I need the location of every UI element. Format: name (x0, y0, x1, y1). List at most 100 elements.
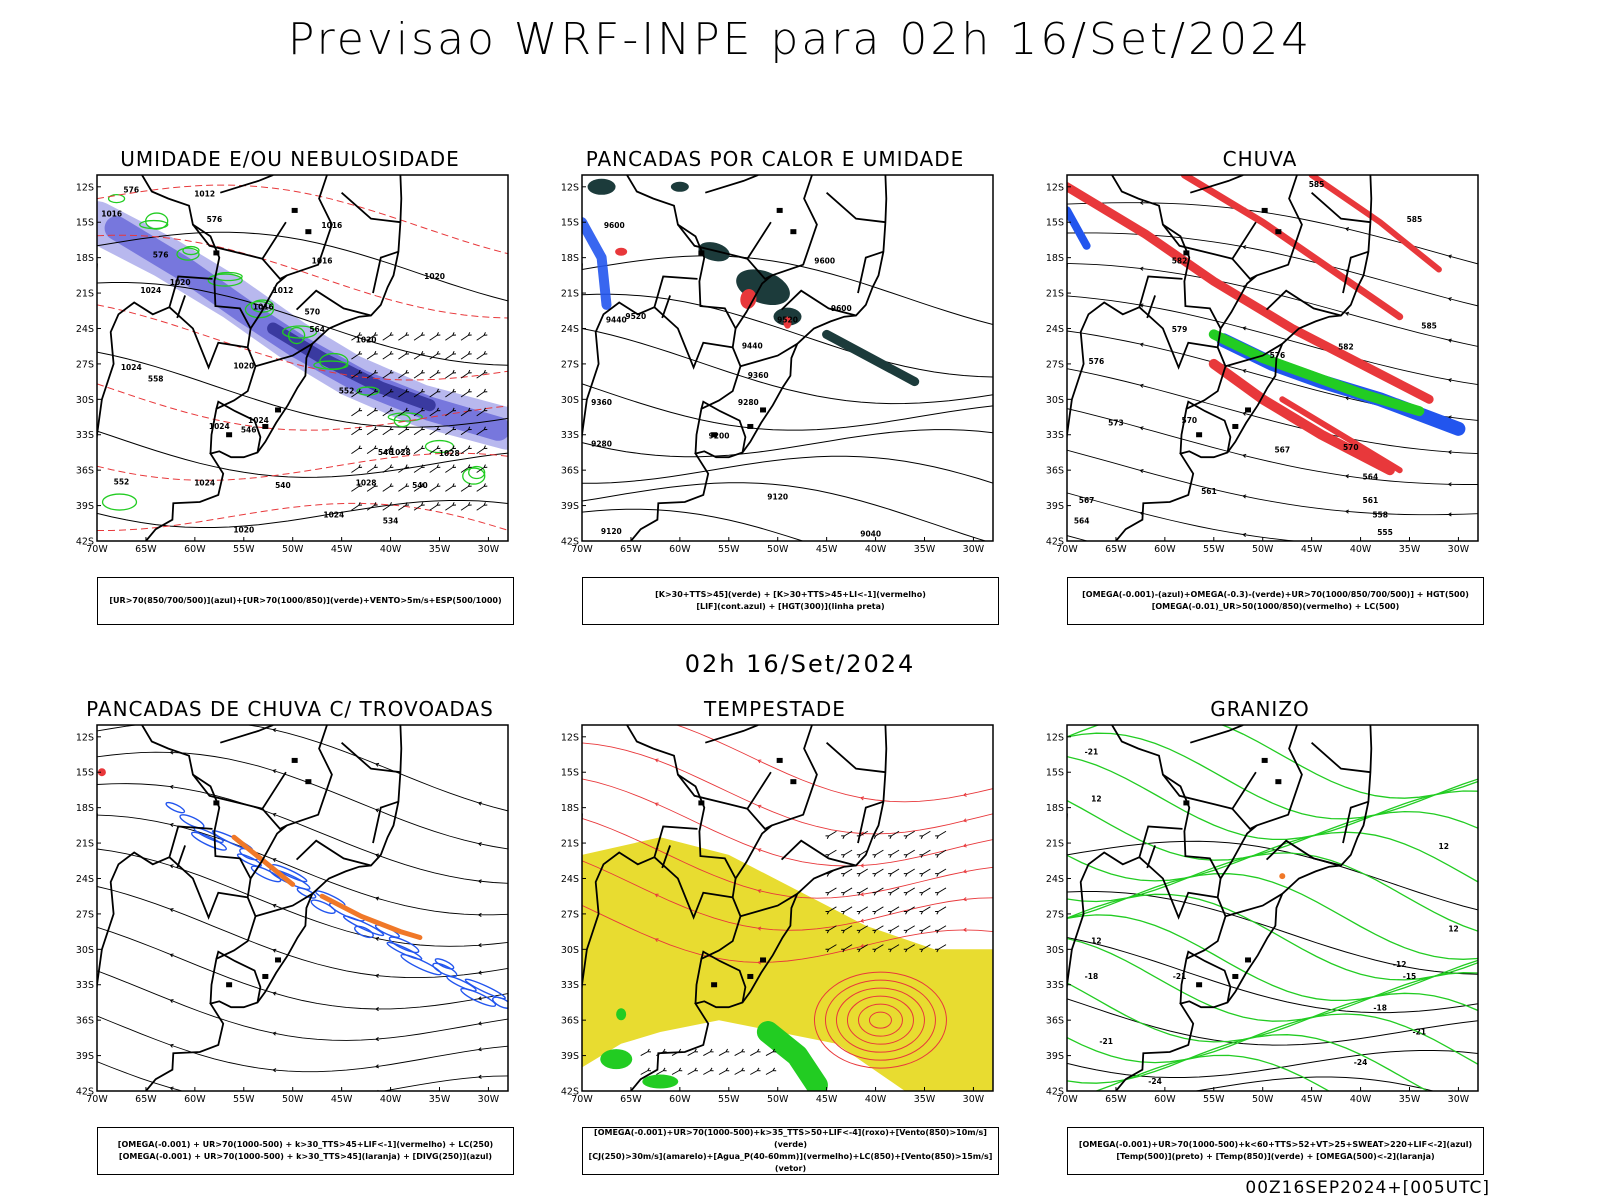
wind-vector-head (468, 369, 472, 374)
isoline-label: -24 (1354, 1058, 1368, 1067)
x-tick-label: 30W (478, 544, 500, 555)
map-plot: 70W 65W 60W 55W 50W 45W 40W 35W 30W 12S 15S 18S 21S 2… (76, 724, 509, 1119)
divergence-contour (179, 814, 205, 829)
wind-vector-head (872, 948, 877, 953)
streamline-arrow (1242, 245, 1247, 250)
streamline-arrow (375, 853, 380, 858)
wind-vector (445, 372, 454, 379)
orange-storm-band (319, 893, 423, 940)
y-tick-label: 18S (76, 253, 94, 264)
streamline-arrow (1242, 326, 1247, 331)
y-tick-label: 12S (1046, 732, 1064, 743)
wind-vector-head (452, 445, 457, 450)
wind-vector (906, 887, 915, 893)
green-wind-area (616, 1008, 627, 1021)
streamline-arrow (272, 728, 277, 733)
streamline (1067, 295, 1478, 386)
divergence-contour (388, 936, 420, 954)
wind-vector-head (872, 854, 877, 858)
streamline-arrow (272, 991, 277, 996)
wind-vector (859, 887, 868, 893)
wind-vector (429, 429, 438, 436)
wind-vector (413, 467, 422, 473)
y-tick-label: 36S (76, 1016, 94, 1027)
contour-line (582, 293, 993, 378)
wind-vector-head (421, 332, 425, 336)
x-tick-label: 65W (135, 1094, 157, 1105)
wind-vector (445, 448, 454, 455)
isoline-label: 1016 (321, 221, 342, 230)
streamline-arrow (757, 926, 762, 931)
border-line (220, 175, 274, 194)
wind-vector-head (919, 910, 924, 915)
wind-vector-head (709, 1048, 714, 1053)
wind-vector-head (468, 483, 472, 487)
wind-vector (366, 504, 375, 511)
y-tick-label: 30S (561, 945, 579, 956)
streamline-arrow (375, 1007, 379, 1012)
legend-line: [OMEGA(-0.001)-(azul)+OMEGA(-0.3)-(verde… (1082, 590, 1469, 599)
wind-vector (703, 1070, 711, 1075)
lake-marker (226, 982, 233, 988)
wind-vector (398, 429, 407, 436)
x-tick-label: 40W (865, 544, 887, 555)
streamline-arrow (963, 897, 967, 902)
isoline-label: 570 (304, 307, 320, 316)
wind-vector-head (452, 502, 457, 506)
wind-vector (351, 485, 360, 492)
y-tick-label: 27S (76, 909, 94, 920)
wind-vector (382, 485, 391, 492)
contour-line (582, 508, 805, 541)
wind-vector-head (483, 388, 488, 393)
streamline (97, 1107, 508, 1119)
border-line (826, 192, 886, 224)
streamline-arrow (1140, 342, 1144, 347)
y-tick-label: 18S (76, 803, 94, 814)
lake-marker (747, 973, 754, 979)
x-tick-label: 65W (135, 544, 157, 555)
green-humidity-contour (213, 271, 243, 282)
wind-vector (413, 429, 422, 436)
isoline-label: 9520 (777, 316, 798, 325)
y-tick-label: 42S (1046, 537, 1064, 548)
border-line (780, 839, 857, 867)
border-line (1311, 192, 1371, 224)
border-line (1067, 301, 1140, 444)
map-plot: 70W 65W 60W 55W 50W 45W 40W 35W 30W 12S 15S 18S 21S 2… (561, 724, 994, 1105)
wind-vector (351, 353, 360, 360)
border-line (705, 725, 759, 744)
wind-vector (429, 410, 438, 417)
wind-vector (413, 504, 422, 511)
border-line (826, 742, 886, 774)
isoline-label: -21 (1085, 748, 1099, 757)
wind-vector-head (903, 873, 908, 877)
wind-vector (351, 467, 360, 473)
isoline-label: 9440 (742, 342, 763, 351)
wind-vector-head (841, 910, 845, 915)
lake-marker (1261, 757, 1268, 763)
divergence-contour (400, 953, 442, 976)
green-rain-band (1208, 329, 1425, 417)
streamline-arrow (376, 1115, 379, 1118)
border-line (176, 845, 186, 869)
isoline-label: -21 (1413, 1027, 1427, 1036)
x-tick-label: 70W (1056, 544, 1078, 555)
x-tick-label: 35W (429, 544, 451, 555)
x-tick-label: 65W (1105, 1094, 1127, 1105)
wind-vector (734, 1070, 742, 1075)
streamline-arrow (1242, 453, 1247, 458)
wind-vector (476, 485, 485, 492)
isoline-label: 1020 (424, 272, 445, 281)
isoline-label: 9120 (767, 493, 788, 502)
wind-vector (828, 906, 837, 912)
border-line (746, 725, 818, 831)
border-line (255, 893, 313, 918)
wind-vector (656, 1070, 664, 1075)
wind-vector-head (647, 1048, 651, 1053)
y-tick-label: 27S (561, 359, 579, 370)
legend-line: [OMEGA(-0.001)+UR>70(1000-500)+k<60+TTS>… (1078, 1140, 1473, 1149)
wind-vector (413, 485, 422, 492)
wind-vector-head (647, 1067, 651, 1072)
wind-vector (750, 1070, 758, 1075)
wind-vector-head (483, 464, 488, 468)
